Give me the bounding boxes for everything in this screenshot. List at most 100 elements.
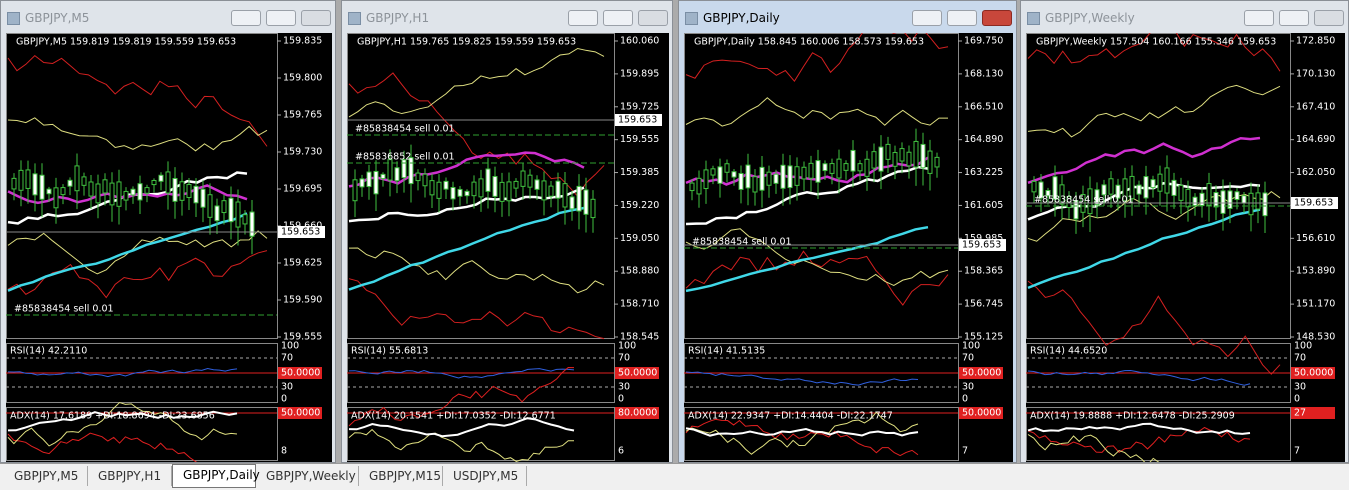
close-button[interactable] bbox=[982, 10, 1012, 26]
rsi-level: 70 bbox=[962, 353, 974, 364]
candle bbox=[773, 173, 779, 184]
candle bbox=[752, 176, 758, 193]
candle bbox=[710, 168, 716, 176]
candle bbox=[221, 200, 227, 214]
price-label: 159.385 bbox=[620, 167, 659, 178]
adx-line bbox=[348, 417, 575, 438]
rsi-level: 100 bbox=[618, 341, 636, 352]
panel-border bbox=[684, 407, 959, 461]
tab[interactable]: GBPJPY,Daily bbox=[172, 464, 260, 488]
close-button[interactable] bbox=[638, 10, 668, 26]
candle bbox=[857, 163, 863, 172]
adx-level: 7 bbox=[1294, 446, 1300, 457]
window-button[interactable] bbox=[1279, 10, 1309, 26]
chart-bg bbox=[347, 33, 669, 462]
price-label: 159.985 bbox=[964, 233, 1003, 244]
window-title: GBPJPY,Weekly bbox=[1045, 11, 1135, 25]
panel-border bbox=[347, 407, 615, 461]
price-label: 162.050 bbox=[1296, 167, 1335, 178]
band-line bbox=[685, 97, 949, 127]
candle bbox=[506, 181, 512, 202]
band-line bbox=[7, 54, 268, 147]
chart-header: GBPJPY,H1 159.765 159.825 159.559 159.65… bbox=[357, 37, 576, 48]
candle bbox=[144, 187, 150, 194]
window-button[interactable] bbox=[603, 10, 633, 26]
band-line bbox=[348, 247, 605, 294]
candle bbox=[478, 178, 484, 198]
rsi-level: 50.0000 bbox=[618, 368, 657, 379]
candle bbox=[109, 182, 115, 206]
candle bbox=[450, 186, 456, 200]
tab[interactable]: GBPJPY,H1 bbox=[88, 466, 172, 486]
close-button[interactable] bbox=[301, 10, 331, 26]
candle bbox=[242, 214, 248, 225]
candle bbox=[513, 180, 519, 189]
candle bbox=[548, 185, 554, 197]
candle bbox=[408, 157, 414, 185]
candle bbox=[46, 188, 52, 195]
window-button[interactable] bbox=[231, 10, 261, 26]
candle bbox=[151, 179, 157, 186]
candle bbox=[158, 174, 164, 182]
candle bbox=[696, 177, 702, 195]
candle bbox=[380, 173, 386, 180]
candle bbox=[485, 168, 491, 192]
candle bbox=[1101, 184, 1107, 196]
candle bbox=[1178, 184, 1184, 201]
chart-window: GBPJPY,Weekly GBPJPY,Weekly 157.504 160.1… bbox=[1020, 0, 1349, 463]
rsi-level: 70 bbox=[1294, 353, 1306, 364]
rsi-level: 50.0000 bbox=[281, 368, 320, 379]
candle bbox=[193, 185, 199, 204]
candle bbox=[899, 148, 905, 162]
level-box bbox=[615, 407, 659, 419]
candle bbox=[878, 146, 884, 172]
di-line bbox=[7, 432, 198, 462]
window-button[interactable] bbox=[568, 10, 598, 26]
window-button[interactable] bbox=[266, 10, 296, 26]
tab[interactable]: USDJPY,M5 bbox=[443, 466, 527, 486]
price-label: 158.545 bbox=[620, 332, 659, 343]
candle bbox=[1185, 188, 1191, 208]
rsi-level: 100 bbox=[281, 341, 299, 352]
candle bbox=[1031, 180, 1037, 193]
candle bbox=[576, 185, 582, 212]
candle bbox=[74, 165, 80, 192]
rsi-line bbox=[348, 368, 575, 379]
candle bbox=[249, 211, 255, 237]
chart-header: GBPJPY,M5 159.819 159.819 159.559 159.65… bbox=[16, 37, 236, 48]
chart-window: GBPJPY,M5 GBPJPY,M5 159.819 159.819 159.5… bbox=[0, 0, 336, 463]
candle bbox=[60, 187, 66, 196]
candle bbox=[913, 140, 919, 168]
tab[interactable]: GBPJPY,Weekly bbox=[256, 466, 359, 486]
window-button[interactable] bbox=[912, 10, 942, 26]
candle bbox=[562, 183, 568, 208]
rsi-level: 70 bbox=[281, 353, 293, 364]
price-label: 148.530 bbox=[1296, 332, 1335, 343]
candle bbox=[787, 165, 793, 189]
adx-level: 6 bbox=[618, 446, 624, 457]
rsi-level: 0 bbox=[618, 394, 624, 405]
close-button[interactable] bbox=[1314, 10, 1344, 26]
candle bbox=[906, 151, 912, 167]
tab[interactable]: GBPJPY,M15 bbox=[359, 466, 443, 486]
level-box bbox=[278, 367, 322, 379]
adx-level: 7 bbox=[962, 446, 968, 457]
ma-line bbox=[685, 165, 929, 226]
window-button[interactable] bbox=[1244, 10, 1274, 26]
window-button[interactable] bbox=[947, 10, 977, 26]
rsi-label: RSI(14) 41.5135 bbox=[688, 346, 765, 357]
candle bbox=[738, 172, 744, 190]
tab[interactable]: GBPJPY,M5 bbox=[4, 466, 88, 486]
candle bbox=[11, 177, 17, 190]
adx-level: 50.0000 bbox=[281, 408, 320, 419]
current-price-box bbox=[1291, 197, 1338, 209]
ma-line bbox=[7, 212, 248, 292]
candle bbox=[808, 162, 814, 179]
candle bbox=[429, 180, 435, 196]
candle bbox=[1171, 179, 1177, 196]
ma-line bbox=[348, 206, 585, 291]
adx-line bbox=[1027, 422, 1251, 435]
di-line bbox=[685, 411, 919, 455]
candle bbox=[436, 181, 442, 199]
